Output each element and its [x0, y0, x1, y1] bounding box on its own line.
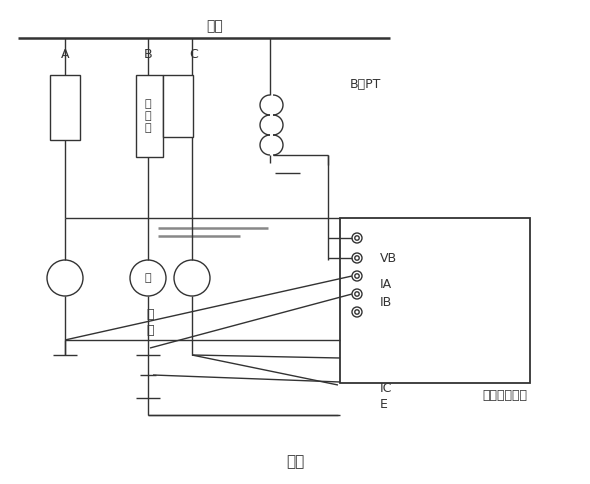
Bar [163, 75, 193, 137]
Text: IB: IB [380, 297, 392, 309]
Text: IC: IC [380, 382, 392, 395]
Bar [136, 75, 163, 157]
Text: E: E [380, 397, 388, 410]
Text: B相PT: B相PT [350, 77, 381, 91]
Bar [340, 218, 530, 383]
Bar [50, 75, 80, 140]
Text: IA: IA [380, 278, 392, 291]
Text: 避雷器测试仪: 避雷器测试仪 [482, 389, 527, 402]
Text: A: A [61, 48, 69, 61]
Text: 母线: 母线 [206, 19, 224, 33]
Text: VB: VB [380, 252, 397, 264]
Text: 数
器: 数 器 [146, 308, 154, 337]
Text: B: B [144, 48, 152, 61]
Text: C: C [189, 48, 198, 61]
Text: 避
雷
器: 避 雷 器 [145, 99, 151, 134]
Text: 计: 计 [145, 273, 151, 283]
Text: 图五: 图五 [286, 454, 304, 469]
